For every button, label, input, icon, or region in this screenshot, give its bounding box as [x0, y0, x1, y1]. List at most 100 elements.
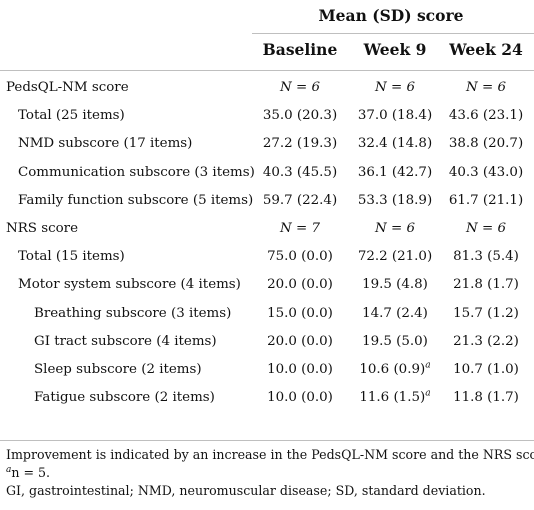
cell-value: N = 6 — [375, 221, 415, 236]
table-cell: 59.7 (22.4) — [250, 187, 350, 215]
table-cell: 72.2 (21.0) — [352, 243, 438, 271]
table-row: Breathing subscore (3 items) 15.0 (0.0) 14… — [0, 300, 534, 328]
table-cell: N = 6 — [250, 74, 350, 102]
cell-value: 72.2 (21.0) — [357, 249, 433, 265]
cell-value: 37.0 (18.4) — [357, 108, 433, 124]
row-label: Sleep subscore (2 items) — [34, 362, 202, 377]
table-cell: 10.0 (0.0) — [250, 356, 350, 384]
row-label: Family function subscore (5 items) — [18, 192, 254, 208]
table-cell: 21.3 (2.2) — [440, 328, 532, 356]
table-cell: 27.2 (19.3) — [250, 130, 350, 158]
row-label: Fatigue subscore (2 items) — [34, 390, 215, 406]
cell-value: 15.7 (1.2) — [453, 305, 519, 321]
row-label: Total (15 items) — [18, 249, 125, 265]
table-cell: 75.0 (0.0) — [250, 243, 350, 271]
cell-value: 81.3 (5.4) — [453, 249, 519, 265]
cell-value: 35.0 (20.3) — [262, 108, 338, 124]
group-header-rule — [252, 33, 534, 34]
table-cell: 15.0 (0.0) — [250, 300, 350, 328]
table-row: Motor system subscore (4 items) 20.0 (0.0… — [0, 271, 534, 299]
table-cell: N = 6 — [352, 74, 438, 102]
table-cell: 40.3 (45.5) — [250, 159, 350, 187]
cell-value: 10.7 (1.0) — [453, 362, 519, 377]
row-label: Total (25 items) — [18, 108, 125, 124]
table-cell: 19.5 (5.0) — [352, 328, 438, 356]
cell-value: 11.8 (1.7) — [453, 390, 519, 406]
cell-value: 27.2 (19.3) — [262, 136, 338, 152]
cell-value: N = 6 — [280, 80, 320, 95]
cell-value: 15.0 (0.0) — [267, 305, 333, 321]
table-cell: 81.3 (5.4) — [440, 243, 532, 271]
row-label: Communication subscore (3 items) — [18, 164, 255, 180]
table-row: Family function subscore (5 items) 59.7 (… — [0, 187, 534, 215]
cell-value: 19.5 (5.0) — [362, 333, 428, 349]
table-cell: 14.7 (2.4) — [352, 300, 438, 328]
cell-value: 11.6 (1.5) — [359, 390, 426, 406]
table-cell: N = 6 — [352, 215, 438, 243]
column-header-baseline: Baseline — [262, 40, 338, 59]
table-section-row: PedsQL-NM score N = 6 N = 6 N = 6 — [0, 74, 534, 102]
table-cell: 32.4 (14.8) — [352, 130, 438, 158]
table-cell: 10.6 (0.9)a — [352, 356, 438, 384]
table-cell: N = 7 — [250, 215, 350, 243]
footnote-marker: a — [6, 464, 12, 475]
footnote-n: an = 5. — [6, 464, 50, 482]
footnote-marker: a — [425, 388, 431, 399]
table-cell: N = 6 — [440, 74, 532, 102]
footnote-n-text: n = 5. — [11, 465, 51, 480]
footnote-improvement: Improvement is indicated by an increase … — [6, 447, 534, 462]
cell-value: 20.0 (0.0) — [267, 333, 333, 349]
row-label: NRS score — [6, 221, 78, 236]
table-cell: 10.0 (0.0) — [250, 384, 350, 412]
table-cell: 38.8 (20.7) — [440, 130, 532, 158]
table-cell: 61.7 (21.1) — [440, 187, 532, 215]
table-row: Communication subscore (3 items) 40.3 (45… — [0, 159, 534, 187]
cell-value: 21.8 (1.7) — [453, 277, 519, 293]
cell-value: N = 7 — [280, 221, 320, 236]
table-row: GI tract subscore (4 items) 20.0 (0.0) 19.… — [0, 328, 534, 356]
cell-value: 40.3 (45.5) — [262, 164, 338, 180]
table-row: Total (15 items) 75.0 (0.0) 72.2 (21.0) 81.… — [0, 243, 534, 271]
table-bottom-rule — [0, 440, 534, 441]
row-label: PedsQL-NM score — [6, 80, 129, 95]
cell-value: 10.6 (0.9) — [359, 362, 426, 377]
cell-value: 61.7 (21.1) — [448, 192, 524, 208]
cell-value: 19.5 (4.8) — [362, 277, 428, 293]
cell-value: 36.1 (42.7) — [357, 164, 433, 180]
cell-value: N = 6 — [375, 80, 415, 95]
row-label: NMD subscore (17 items) — [18, 136, 193, 152]
table-cell: N = 6 — [440, 215, 532, 243]
footnote-abbreviations: GI, gastrointestinal; NMD, neuromuscular… — [6, 483, 486, 498]
table-cell: 20.0 (0.0) — [250, 271, 350, 299]
table-cell: 11.8 (1.7) — [440, 384, 532, 412]
table-row: Fatigue subscore (2 items) 10.0 (0.0) 11.6… — [0, 384, 534, 412]
table-cell: 35.0 (20.3) — [250, 102, 350, 130]
row-label: Breathing subscore (3 items) — [34, 305, 232, 321]
cell-value: N = 6 — [466, 80, 506, 95]
table-row: Total (25 items) 35.0 (20.3) 37.0 (18.4) 43… — [0, 102, 534, 130]
cell-value: 59.7 (22.4) — [262, 192, 338, 208]
cell-value: 43.6 (23.1) — [448, 108, 524, 124]
table-cell: 11.6 (1.5)a — [352, 384, 438, 412]
cell-value: 75.0 (0.0) — [267, 249, 333, 265]
row-label: Motor system subscore (4 items) — [18, 277, 241, 293]
cell-value: 10.0 (0.0) — [267, 390, 333, 406]
column-header-week-24: Week 24 — [449, 40, 523, 59]
table-cell: 53.3 (18.9) — [352, 187, 438, 215]
table-cell: 15.7 (1.2) — [440, 300, 532, 328]
cell-value: 21.3 (2.2) — [453, 333, 519, 349]
column-header-week-9: Week 9 — [363, 40, 427, 59]
cell-value: 53.3 (18.9) — [357, 192, 433, 208]
column-group-header: Mean (SD) score — [318, 6, 464, 25]
table-cell: 10.7 (1.0) — [440, 356, 532, 384]
table-cell: 36.1 (42.7) — [352, 159, 438, 187]
cell-value: 20.0 (0.0) — [267, 277, 333, 293]
cell-value: 10.0 (0.0) — [267, 362, 333, 377]
table-cell: 43.6 (23.1) — [440, 102, 532, 130]
cell-value: 14.7 (2.4) — [362, 305, 428, 321]
table-cell: 19.5 (4.8) — [352, 271, 438, 299]
footnote-marker: a — [425, 360, 431, 371]
table-cell: 20.0 (0.0) — [250, 328, 350, 356]
cell-value: N = 6 — [466, 221, 506, 236]
